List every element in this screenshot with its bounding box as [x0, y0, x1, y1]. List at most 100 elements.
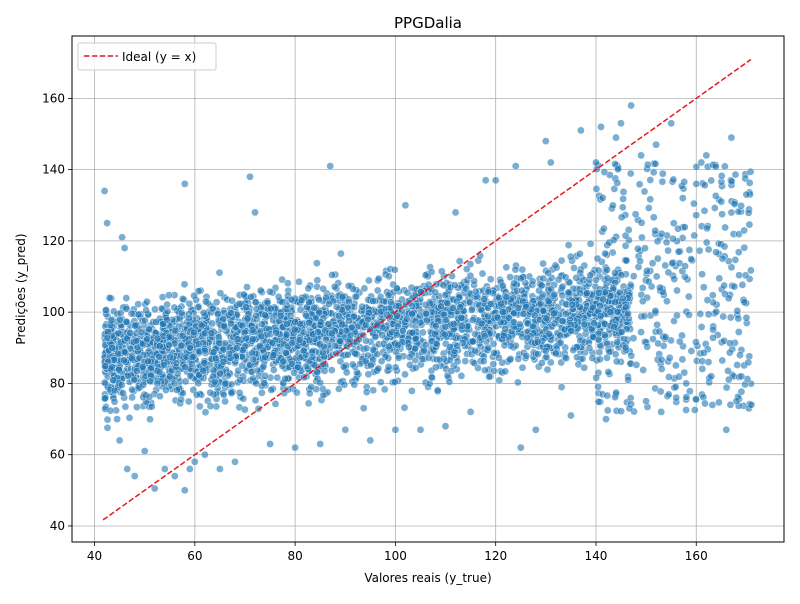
- scatter-point: [120, 348, 129, 356]
- scatter-point: [658, 177, 667, 186]
- scatter-point: [484, 343, 493, 352]
- scatter-point: [700, 349, 708, 357]
- scatter-point: [302, 311, 311, 320]
- scatter-point: [516, 443, 525, 452]
- scatter-point: [437, 267, 446, 276]
- scatter-point: [614, 165, 622, 174]
- scatter-point: [145, 325, 153, 334]
- scatter-point: [278, 275, 286, 284]
- scatter-point: [140, 447, 149, 455]
- scatter-point: [511, 265, 520, 274]
- scatter-point: [288, 339, 297, 347]
- scatter-point: [516, 274, 525, 283]
- scatter-point: [465, 298, 474, 306]
- scatter-point: [742, 313, 751, 322]
- scatter-point: [208, 304, 217, 313]
- scatter-point: [128, 393, 136, 402]
- scatter-point: [698, 357, 707, 366]
- scatter-point: [269, 351, 278, 359]
- scatter-point: [242, 303, 251, 312]
- scatter-point: [744, 209, 753, 217]
- scatter-point: [546, 158, 555, 167]
- scatter-point: [690, 199, 698, 208]
- scatter-point: [190, 291, 198, 300]
- scatter-point: [745, 179, 754, 187]
- scatter-point: [432, 339, 441, 348]
- scatter-point: [118, 233, 126, 242]
- scatter-point: [725, 348, 734, 357]
- scatter-point: [243, 283, 251, 291]
- scatter-point: [371, 333, 380, 341]
- scatter-point: [330, 282, 339, 291]
- scatter-point: [657, 365, 666, 373]
- scatter-point: [132, 337, 141, 345]
- scatter-point: [439, 281, 448, 290]
- scatter-point: [485, 372, 493, 381]
- scatter-point: [150, 484, 159, 493]
- scatter-point: [462, 284, 471, 293]
- scatter-point: [365, 276, 373, 285]
- scatter-point: [704, 245, 713, 254]
- scatter-point: [451, 208, 460, 217]
- scatter-point: [653, 237, 662, 246]
- scatter-point: [649, 213, 658, 222]
- scatter-point: [480, 332, 489, 340]
- scatter-point: [352, 292, 361, 301]
- scatter-point: [458, 322, 466, 331]
- scatter-point: [201, 297, 210, 306]
- scatter-point: [745, 220, 754, 229]
- scatter-point: [588, 354, 597, 362]
- scatter-point: [351, 349, 360, 358]
- scatter-point: [678, 194, 687, 202]
- scatter-point: [651, 159, 660, 168]
- scatter-point: [139, 381, 148, 389]
- scatter-point: [625, 404, 634, 413]
- scatter-point: [393, 341, 402, 349]
- scatter-point: [690, 406, 699, 414]
- scatter-point: [304, 284, 313, 293]
- scatter-point: [143, 335, 151, 344]
- scatter-point: [251, 208, 259, 217]
- scatter-point: [682, 379, 691, 388]
- scatter-point: [190, 328, 198, 337]
- scatter-point: [435, 355, 444, 364]
- scatter-point: [622, 256, 631, 265]
- scatter-point: [278, 298, 287, 306]
- scatter-point: [712, 307, 721, 316]
- scatter-point: [741, 271, 750, 280]
- scatter-point: [385, 272, 393, 281]
- scatter-point: [656, 283, 664, 292]
- scatter-point: [450, 281, 459, 290]
- scatter-point: [502, 293, 511, 302]
- scatter-point: [433, 386, 442, 395]
- scatter-point: [335, 385, 343, 393]
- scatter-point: [632, 361, 641, 369]
- scatter-point: [268, 339, 277, 347]
- scatter-point: [528, 322, 537, 331]
- scatter-point: [269, 366, 278, 374]
- scatter-point: [393, 322, 402, 331]
- scatter-point: [177, 395, 185, 404]
- scatter-point: [200, 359, 209, 367]
- scatter-point: [731, 170, 740, 179]
- scatter-point: [586, 239, 595, 248]
- scatter-point: [541, 137, 550, 145]
- scatter-point: [543, 365, 552, 374]
- scatter-point: [366, 436, 375, 445]
- scatter-point: [299, 346, 308, 355]
- scatter-point: [207, 329, 216, 338]
- scatter-point: [601, 331, 609, 339]
- scatter-point: [366, 361, 375, 370]
- scatter-point: [594, 335, 603, 344]
- scatter-point: [362, 344, 371, 353]
- scatter-point: [108, 343, 116, 352]
- scatter-point: [703, 296, 712, 304]
- scatter-point: [687, 255, 695, 263]
- scatter-point: [164, 291, 173, 300]
- scatter-point: [305, 389, 314, 398]
- scatter-point: [120, 244, 129, 252]
- scatter-point: [180, 180, 189, 188]
- scatter-point: [557, 256, 566, 265]
- scatter-point: [661, 333, 670, 341]
- scatter-point: [387, 298, 395, 307]
